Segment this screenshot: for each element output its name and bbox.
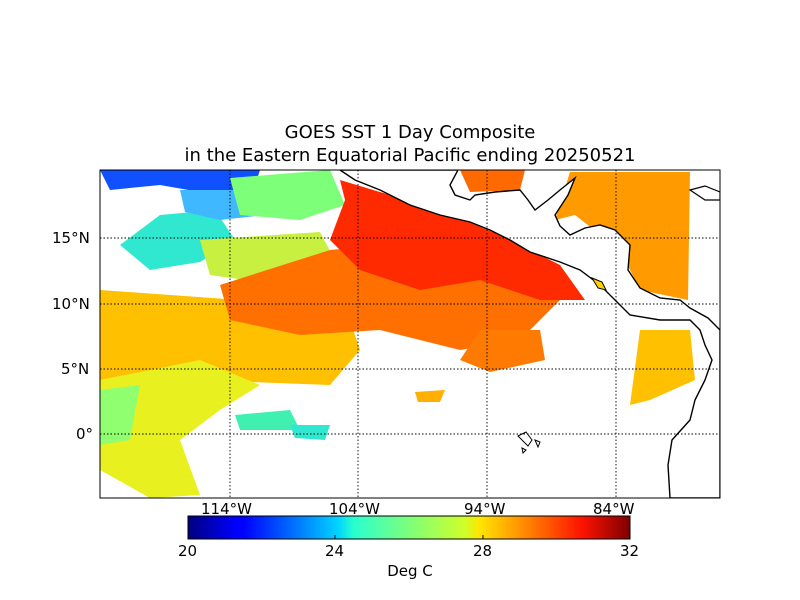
sst-field <box>100 170 695 498</box>
land <box>338 170 720 498</box>
lon-tick-94w: 94°W <box>464 500 506 518</box>
galapagos-islands <box>517 431 541 455</box>
map-title-line-1: GOES SST 1 Day Composite <box>284 122 536 143</box>
lat-tick-10n: 10°N <box>52 295 90 313</box>
sst-patch-south-1 <box>235 410 300 430</box>
colorbar-tick-28: 28 <box>473 542 493 560</box>
sst-region-green-north <box>230 170 345 220</box>
lon-tick-84w: 84°W <box>593 500 635 518</box>
sst-region-gulf <box>460 170 525 192</box>
sst-region-red-central <box>330 180 585 300</box>
colorbar-ticks <box>187 535 631 539</box>
mexico-land <box>338 170 720 498</box>
lon-tick-114w: 114°W <box>201 500 252 518</box>
lat-tick-15n: 15°N <box>52 229 90 247</box>
colorbar-tick-24: 24 <box>325 542 345 560</box>
sst-region-caribbean <box>555 172 690 300</box>
map-title-line-2: in the Eastern Equatorial Pacific ending… <box>184 145 636 166</box>
sst-patch-south-2 <box>290 425 330 440</box>
cuba-land <box>688 185 720 201</box>
sst-region-yellow-south <box>100 360 260 498</box>
lon-tick-104w: 104°W <box>329 500 380 518</box>
sst-region-green-southwest <box>100 385 140 445</box>
sst-region-colombia-bight <box>630 330 695 405</box>
map-frame <box>99 169 721 499</box>
sst-region-orange-east <box>460 330 545 372</box>
lake-nicaragua <box>590 276 607 291</box>
colorbar-tick-20: 20 <box>178 542 198 560</box>
lat-tick-0: 0° <box>76 425 94 443</box>
graticule <box>100 170 720 498</box>
colorbar-label: Deg C <box>387 562 433 580</box>
lat-tick-5n: 5°N <box>61 360 90 378</box>
colorbar-tick-32: 32 <box>620 542 640 560</box>
colorbar <box>187 515 631 540</box>
sst-patch-south-3 <box>415 390 445 402</box>
